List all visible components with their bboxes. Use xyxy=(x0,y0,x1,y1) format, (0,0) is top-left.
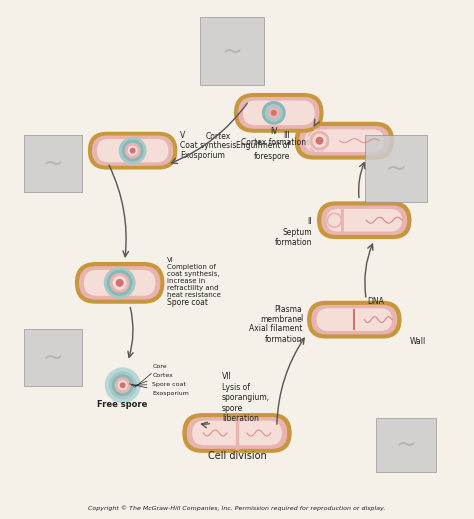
Text: Exosporium: Exosporium xyxy=(129,384,190,395)
Text: Cortex: Cortex xyxy=(133,373,173,386)
FancyBboxPatch shape xyxy=(75,262,164,304)
Text: Spore coat: Spore coat xyxy=(167,298,209,307)
Circle shape xyxy=(265,104,283,122)
Text: Wall: Wall xyxy=(410,337,426,346)
Circle shape xyxy=(105,367,141,403)
Text: Plasma
membrane: Plasma membrane xyxy=(260,305,302,324)
FancyBboxPatch shape xyxy=(243,101,315,125)
FancyBboxPatch shape xyxy=(192,421,282,445)
Text: VI
Completion of
coat synthesis,
increase in
refractility and
heat resistance: VI Completion of coat synthesis, increas… xyxy=(167,257,221,298)
Text: II
Septum
formation: II Septum formation xyxy=(274,217,312,247)
FancyBboxPatch shape xyxy=(365,135,427,202)
Circle shape xyxy=(310,131,329,151)
Text: ~: ~ xyxy=(396,433,417,457)
Circle shape xyxy=(107,270,133,296)
Circle shape xyxy=(122,140,144,161)
FancyBboxPatch shape xyxy=(79,266,160,299)
Circle shape xyxy=(271,110,277,116)
Circle shape xyxy=(118,380,128,390)
Text: Cell division: Cell division xyxy=(208,451,266,461)
Text: ~: ~ xyxy=(43,152,64,175)
Text: Exosporium: Exosporium xyxy=(180,151,225,160)
FancyBboxPatch shape xyxy=(321,206,407,235)
Text: V
Coat synthesis: V Coat synthesis xyxy=(180,131,237,151)
Circle shape xyxy=(112,374,134,396)
Text: VII
Lysis of
sporangium,
spore
liberation: VII Lysis of sporangium, spore liberatio… xyxy=(222,372,270,423)
FancyBboxPatch shape xyxy=(305,129,384,152)
Text: I
Axial filament
formation: I Axial filament formation xyxy=(249,313,302,344)
FancyBboxPatch shape xyxy=(311,305,397,334)
FancyBboxPatch shape xyxy=(299,126,390,155)
Circle shape xyxy=(316,136,323,145)
Text: ~: ~ xyxy=(43,346,64,370)
FancyBboxPatch shape xyxy=(327,209,402,231)
FancyBboxPatch shape xyxy=(376,418,436,472)
Circle shape xyxy=(330,216,338,224)
FancyBboxPatch shape xyxy=(317,201,411,239)
FancyBboxPatch shape xyxy=(24,135,82,193)
Circle shape xyxy=(109,371,137,399)
Text: Cortex: Cortex xyxy=(206,132,231,141)
Circle shape xyxy=(116,279,124,287)
FancyBboxPatch shape xyxy=(92,135,173,166)
FancyBboxPatch shape xyxy=(200,18,264,85)
Text: ~: ~ xyxy=(221,39,243,63)
Circle shape xyxy=(268,107,280,119)
Text: Spore coat: Spore coat xyxy=(131,382,186,387)
Circle shape xyxy=(312,134,327,148)
Circle shape xyxy=(125,143,141,159)
FancyBboxPatch shape xyxy=(88,132,177,170)
Circle shape xyxy=(128,146,137,156)
Text: Copyright © The McGraw-Hill Companies, Inc. Permission required for reproduction: Copyright © The McGraw-Hill Companies, I… xyxy=(88,506,386,511)
FancyBboxPatch shape xyxy=(295,122,394,159)
FancyBboxPatch shape xyxy=(182,413,292,453)
Circle shape xyxy=(262,101,286,125)
Text: Free spore: Free spore xyxy=(98,400,148,409)
FancyBboxPatch shape xyxy=(84,270,155,296)
Text: IV
Cortex formation: IV Cortex formation xyxy=(241,127,306,147)
Text: Core: Core xyxy=(135,364,167,388)
Circle shape xyxy=(104,267,136,299)
Circle shape xyxy=(118,136,146,165)
FancyBboxPatch shape xyxy=(24,329,82,386)
FancyBboxPatch shape xyxy=(307,301,401,338)
Circle shape xyxy=(129,148,136,154)
FancyBboxPatch shape xyxy=(234,93,323,133)
FancyBboxPatch shape xyxy=(187,417,287,449)
Text: III
Engulfment of
forespore: III Engulfment of forespore xyxy=(236,131,290,160)
Circle shape xyxy=(115,377,131,393)
FancyBboxPatch shape xyxy=(317,308,392,331)
Text: DNA: DNA xyxy=(368,297,384,306)
Circle shape xyxy=(113,276,127,290)
Circle shape xyxy=(120,383,126,388)
FancyBboxPatch shape xyxy=(97,139,168,162)
FancyBboxPatch shape xyxy=(238,97,319,129)
Circle shape xyxy=(110,273,129,293)
Text: ~: ~ xyxy=(386,157,407,181)
